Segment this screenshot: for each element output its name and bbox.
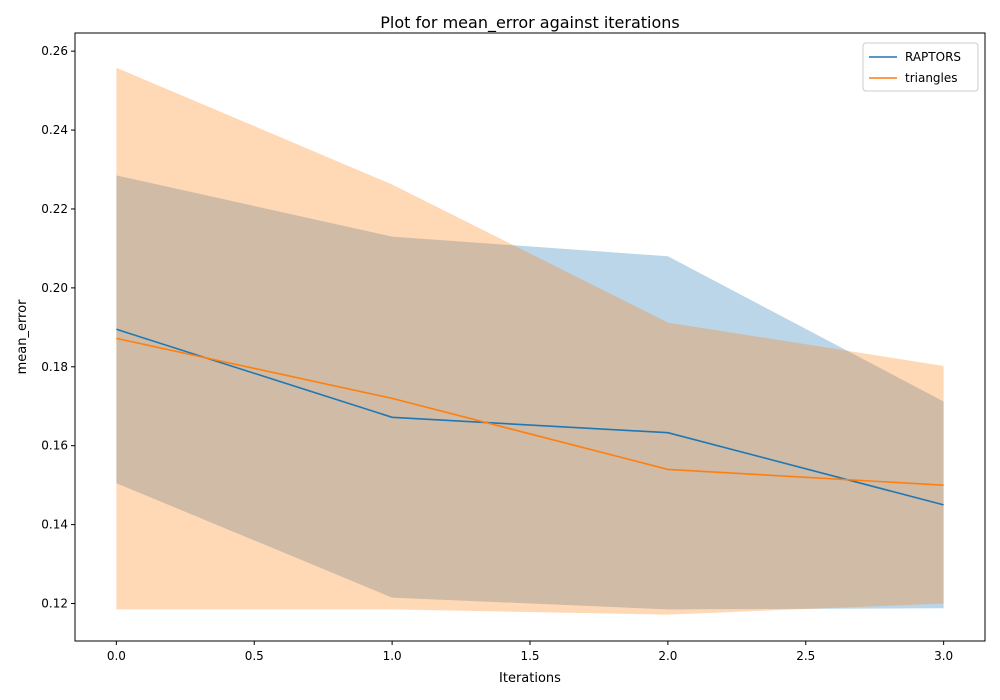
x-tick-label: 0.0 — [107, 649, 126, 663]
y-tick-label: 0.16 — [41, 439, 68, 453]
confidence-bands — [116, 67, 944, 615]
y-axis: 0.12 0.14 0.16 0.18 0.20 0.22 0.24 0.26 — [41, 44, 75, 611]
x-axis: 0.0 0.5 1.0 1.5 2.0 2.5 3.0 — [107, 641, 953, 663]
y-tick-label: 0.14 — [41, 518, 68, 532]
line-raptors — [116, 328, 944, 506]
x-tick-label: 3.0 — [934, 649, 953, 663]
y-tick-label: 0.22 — [41, 202, 68, 216]
x-tick-label: 0.5 — [245, 649, 264, 663]
x-tick-label: 2.5 — [796, 649, 815, 663]
y-tick-label: 0.18 — [41, 360, 68, 374]
legend: RAPTORS triangles — [862, 42, 979, 92]
x-axis-label: Iterations — [499, 671, 561, 686]
x-tick-label: 1.5 — [520, 649, 539, 663]
line-triangles — [116, 337, 944, 486]
y-axis-label: mean_error — [15, 299, 30, 374]
y-tick-label: 0.24 — [41, 123, 68, 137]
x-tick-label: 1.0 — [383, 649, 402, 663]
band-raptors — [116, 175, 944, 610]
y-tick-label: 0.26 — [41, 44, 68, 58]
chart-title: Plot for mean_error against iterations — [380, 13, 680, 33]
legend-label-triangles: triangles — [905, 71, 958, 85]
series-lines — [116, 328, 944, 506]
legend-box — [862, 42, 979, 92]
x-tick-label: 2.0 — [658, 649, 677, 663]
legend-label-raptors: RAPTORS — [905, 50, 961, 64]
y-tick-label: 0.12 — [41, 597, 68, 611]
band-triangles — [116, 67, 944, 615]
y-tick-label: 0.20 — [41, 281, 68, 295]
